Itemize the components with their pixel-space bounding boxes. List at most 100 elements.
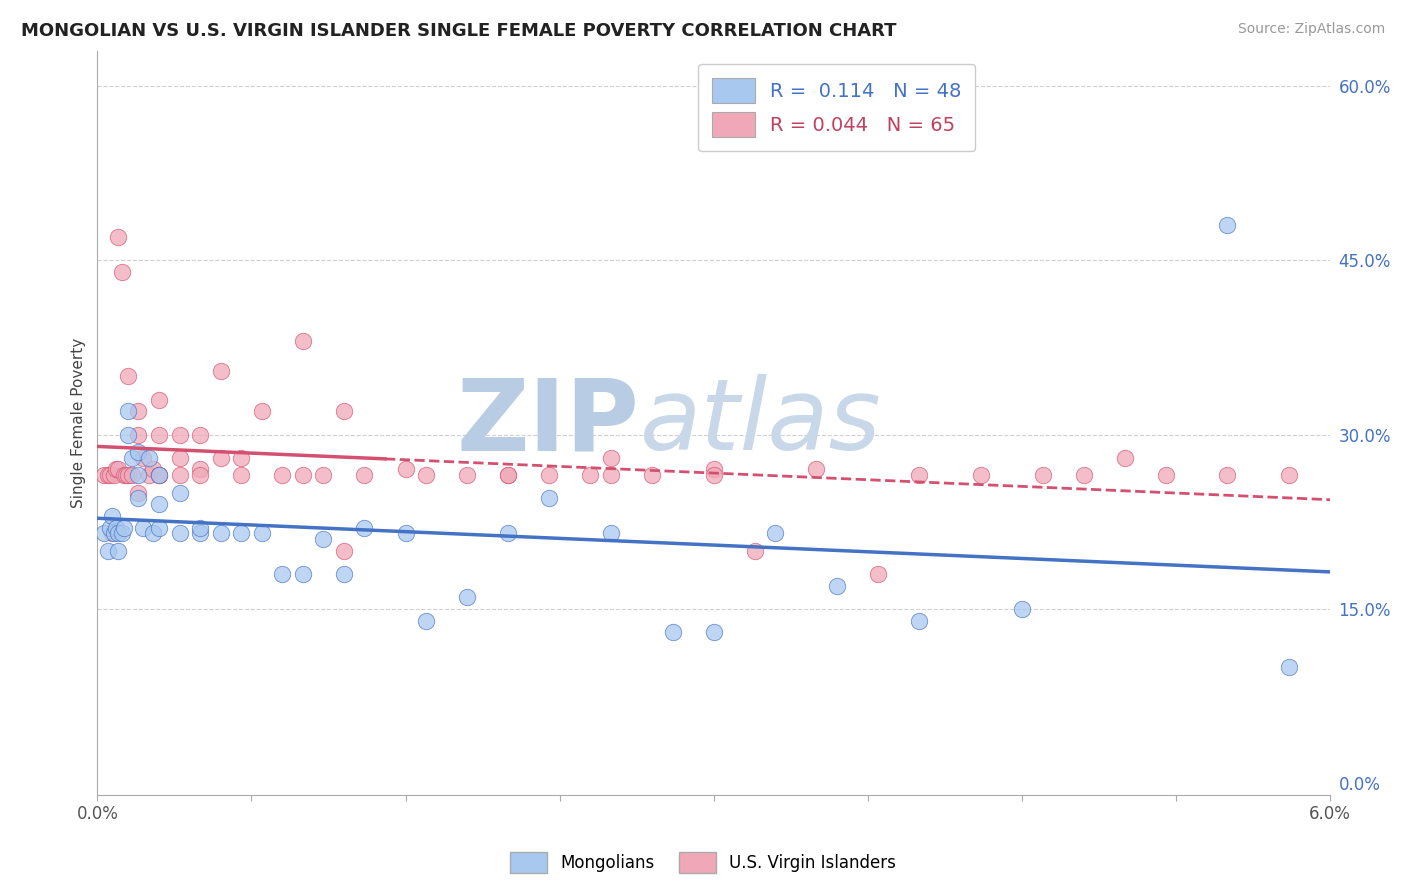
- Point: [97, 468, 120, 483]
- Point: [115, 468, 138, 483]
- Point: [394, 526, 416, 541]
- Point: [148, 468, 170, 483]
- Point: [600, 450, 623, 465]
- Point: [271, 567, 294, 582]
- Point: [333, 567, 356, 582]
- Point: [103, 526, 125, 541]
- Point: [703, 468, 725, 483]
- Point: [538, 468, 561, 483]
- Point: [148, 468, 170, 483]
- Point: [538, 491, 561, 506]
- Point: [641, 468, 664, 483]
- Point: [703, 625, 725, 640]
- Point: [97, 544, 120, 558]
- Point: [209, 363, 232, 377]
- Point: [127, 427, 149, 442]
- Point: [825, 579, 848, 593]
- Point: [703, 462, 725, 476]
- Point: [763, 526, 786, 541]
- Point: [127, 485, 149, 500]
- Point: [456, 468, 478, 483]
- Point: [117, 404, 139, 418]
- Point: [291, 567, 314, 582]
- Text: Source: ZipAtlas.com: Source: ZipAtlas.com: [1237, 22, 1385, 37]
- Point: [250, 526, 273, 541]
- Point: [209, 526, 232, 541]
- Point: [188, 526, 211, 541]
- Point: [107, 229, 129, 244]
- Point: [148, 497, 170, 511]
- Point: [117, 427, 139, 442]
- Point: [188, 468, 211, 483]
- Point: [107, 544, 129, 558]
- Point: [112, 520, 135, 534]
- Point: [1154, 468, 1177, 483]
- Point: [188, 427, 211, 442]
- Text: MONGOLIAN VS U.S. VIRGIN ISLANDER SINGLE FEMALE POVERTY CORRELATION CHART: MONGOLIAN VS U.S. VIRGIN ISLANDER SINGLE…: [21, 22, 897, 40]
- Point: [312, 468, 335, 483]
- Point: [1031, 468, 1053, 483]
- Point: [100, 508, 122, 523]
- Y-axis label: Single Female Poverty: Single Female Poverty: [72, 338, 86, 508]
- Point: [250, 404, 273, 418]
- Text: ZIP: ZIP: [457, 375, 640, 471]
- Point: [498, 468, 520, 483]
- Point: [127, 491, 149, 506]
- Point: [415, 614, 437, 628]
- Point: [1114, 450, 1136, 465]
- Point: [312, 532, 335, 546]
- Point: [415, 468, 437, 483]
- Point: [169, 427, 191, 442]
- Point: [600, 526, 623, 541]
- Point: [353, 520, 375, 534]
- Point: [188, 520, 211, 534]
- Point: [231, 450, 253, 465]
- Point: [271, 468, 294, 483]
- Point: [209, 450, 232, 465]
- Legend: R =  0.114   N = 48, R = 0.044   N = 65: R = 0.114 N = 48, R = 0.044 N = 65: [699, 64, 976, 151]
- Point: [127, 445, 149, 459]
- Point: [138, 468, 160, 483]
- Point: [1216, 218, 1239, 232]
- Point: [169, 450, 191, 465]
- Point: [111, 526, 134, 541]
- Legend: Mongolians, U.S. Virgin Islanders: Mongolians, U.S. Virgin Islanders: [503, 846, 903, 880]
- Point: [498, 526, 520, 541]
- Point: [908, 468, 931, 483]
- Point: [117, 369, 139, 384]
- Point: [231, 468, 253, 483]
- Point: [1278, 468, 1301, 483]
- Point: [169, 526, 191, 541]
- Point: [98, 468, 121, 483]
- Point: [107, 462, 129, 476]
- Point: [148, 427, 170, 442]
- Point: [104, 520, 127, 534]
- Point: [291, 334, 314, 349]
- Point: [353, 468, 375, 483]
- Point: [868, 567, 890, 582]
- Point: [169, 485, 191, 500]
- Point: [1278, 660, 1301, 674]
- Point: [117, 468, 139, 483]
- Point: [93, 468, 115, 483]
- Point: [169, 468, 191, 483]
- Point: [806, 462, 828, 476]
- Point: [908, 614, 931, 628]
- Point: [121, 450, 143, 465]
- Point: [970, 468, 993, 483]
- Point: [600, 468, 623, 483]
- Point: [142, 526, 165, 541]
- Point: [127, 404, 149, 418]
- Point: [744, 544, 766, 558]
- Point: [148, 392, 170, 407]
- Point: [498, 468, 520, 483]
- Point: [104, 462, 127, 476]
- Point: [127, 468, 149, 483]
- Point: [107, 526, 129, 541]
- Point: [121, 468, 143, 483]
- Point: [131, 450, 153, 465]
- Point: [333, 404, 356, 418]
- Point: [231, 526, 253, 541]
- Point: [112, 468, 135, 483]
- Point: [142, 462, 165, 476]
